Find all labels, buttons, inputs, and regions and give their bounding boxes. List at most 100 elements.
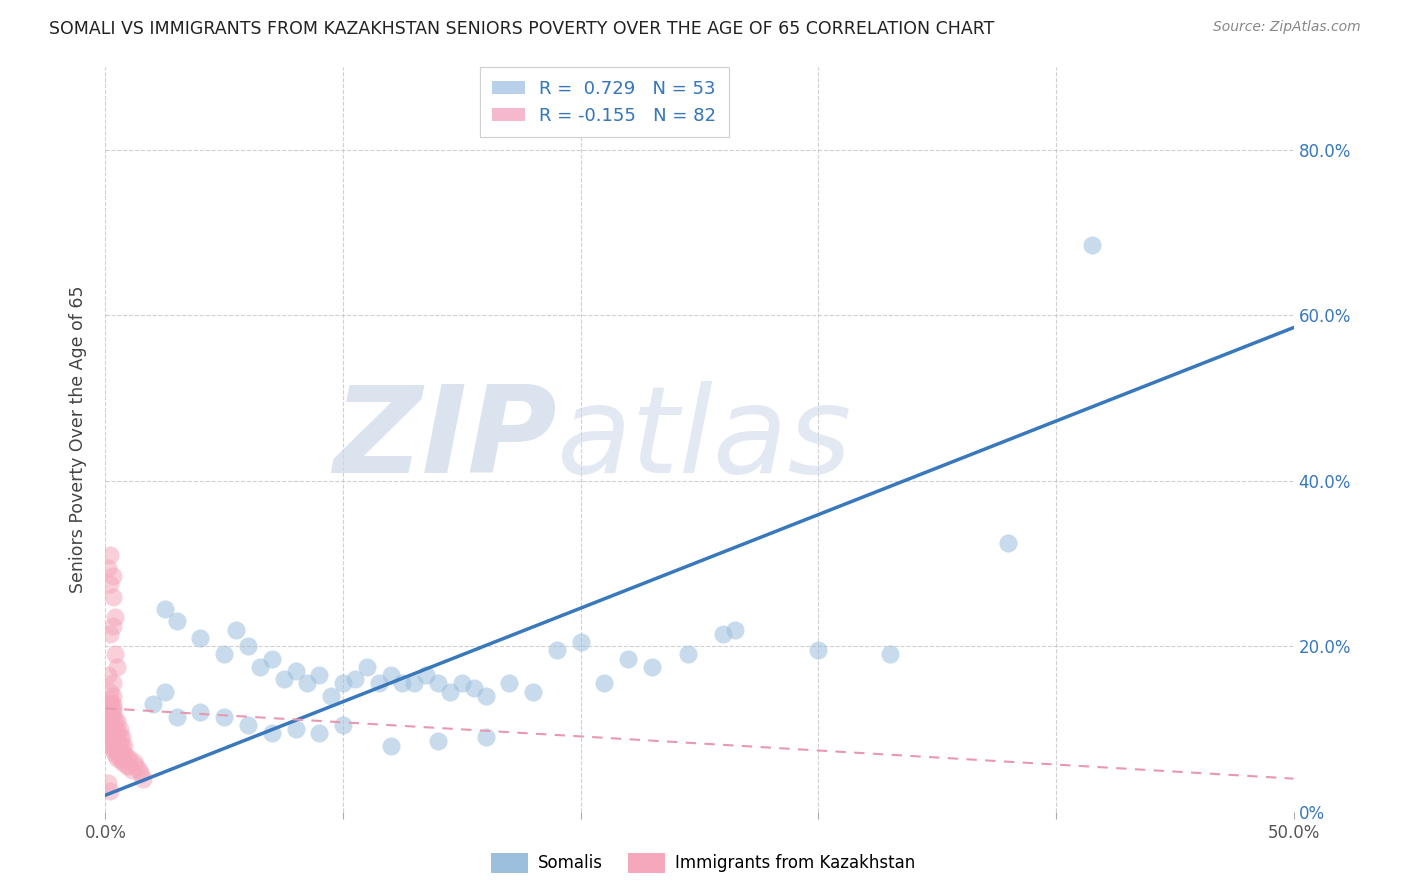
Point <box>297 676 319 690</box>
Point <box>101 676 124 690</box>
Point <box>125 759 148 773</box>
Point <box>711 627 734 641</box>
Text: atlas: atlas <box>557 381 852 498</box>
Point <box>98 693 121 707</box>
Point <box>108 730 131 744</box>
Point <box>104 734 127 748</box>
Point <box>356 660 378 674</box>
Point <box>101 697 124 711</box>
Point <box>111 730 134 744</box>
Point <box>101 689 124 703</box>
Point <box>98 726 121 740</box>
Point <box>404 676 426 690</box>
Point <box>380 668 402 682</box>
Point <box>593 676 616 690</box>
Point <box>97 726 120 740</box>
Point <box>617 651 640 665</box>
Point <box>97 776 120 790</box>
Point <box>98 706 121 720</box>
Point <box>108 747 131 761</box>
Point <box>115 751 138 765</box>
Point <box>332 676 354 690</box>
Point <box>105 742 128 756</box>
Point <box>108 722 131 736</box>
Point <box>98 722 121 736</box>
Point <box>97 730 120 744</box>
Point <box>98 701 121 715</box>
Point <box>104 610 127 624</box>
Point <box>104 648 127 662</box>
Point <box>101 730 124 744</box>
Point <box>121 764 143 778</box>
Point <box>104 747 127 761</box>
Point <box>132 772 155 786</box>
Point <box>522 684 544 698</box>
Point <box>98 709 121 723</box>
Point <box>97 734 120 748</box>
Point <box>101 742 124 756</box>
Point <box>105 714 128 728</box>
Point <box>427 676 450 690</box>
Point <box>98 577 121 591</box>
Legend: Somalis, Immigrants from Kazakhstan: Somalis, Immigrants from Kazakhstan <box>485 847 921 880</box>
Point <box>308 668 330 682</box>
Point <box>343 673 366 687</box>
Point <box>114 739 136 753</box>
Point <box>997 535 1019 549</box>
Point <box>101 722 124 736</box>
Point <box>97 701 120 715</box>
Point <box>569 635 592 649</box>
Point <box>427 734 450 748</box>
Point <box>236 639 259 653</box>
Point <box>104 726 127 740</box>
Point <box>98 697 121 711</box>
Point <box>108 751 131 765</box>
Point <box>98 684 121 698</box>
Point <box>97 718 120 732</box>
Point <box>98 718 121 732</box>
Point <box>104 730 127 744</box>
Point <box>105 660 128 674</box>
Point <box>249 660 271 674</box>
Point <box>118 751 141 765</box>
Point <box>118 759 141 773</box>
Point <box>111 739 134 753</box>
Point <box>97 709 120 723</box>
Point <box>101 590 124 604</box>
Point <box>98 739 121 753</box>
Point <box>101 734 124 748</box>
Point <box>105 734 128 748</box>
Point <box>273 673 295 687</box>
Point <box>98 548 121 562</box>
Point <box>676 648 699 662</box>
Point <box>98 627 121 641</box>
Point <box>101 718 124 732</box>
Point <box>97 697 120 711</box>
Point <box>474 689 496 703</box>
Point <box>105 722 128 736</box>
Point <box>190 706 212 720</box>
Point <box>380 739 402 753</box>
Point <box>332 718 354 732</box>
Point <box>225 623 247 637</box>
Point <box>101 706 124 720</box>
Point <box>97 560 120 574</box>
Point <box>153 602 176 616</box>
Point <box>101 739 124 753</box>
Point <box>101 618 124 632</box>
Point <box>97 668 120 682</box>
Point <box>115 759 138 773</box>
Point <box>214 648 236 662</box>
Point <box>104 722 127 736</box>
Point <box>101 569 124 583</box>
Point <box>439 684 461 698</box>
Point <box>879 648 901 662</box>
Point <box>236 718 259 732</box>
Point <box>391 676 413 690</box>
Point <box>98 697 121 711</box>
Point <box>367 676 389 690</box>
Point <box>97 706 120 720</box>
Point <box>105 730 128 744</box>
Point <box>111 747 134 761</box>
Point <box>641 660 664 674</box>
